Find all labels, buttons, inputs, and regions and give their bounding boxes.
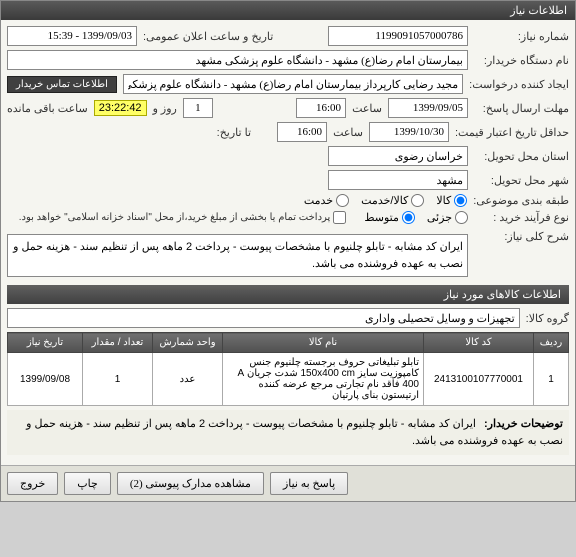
delivery-state-input[interactable] [328, 146, 468, 166]
creator-input[interactable] [123, 74, 463, 94]
reply-button[interactable]: پاسخ به نیاز [270, 472, 348, 495]
reply-deadline-label: مهلت ارسال پاسخ: [474, 102, 569, 115]
items-section-header: اطلاعات کالاهای مورد نیاز [7, 285, 569, 304]
ta-tarikh-label: تا تاریخ: [217, 126, 251, 139]
th-qty: تعداد / مقدار [83, 333, 153, 353]
budget-radio-group: کالا کالا/خدمت خدمت [304, 194, 467, 207]
radio-kk-input[interactable] [411, 194, 424, 207]
table-row[interactable]: 1 2413100107770001 تابلو تبلیغاتی حروف ب… [8, 353, 569, 406]
cell-qty: 1 [83, 353, 153, 406]
radio-joziy[interactable]: جزئی [427, 211, 468, 224]
reply-time-input[interactable] [296, 98, 346, 118]
radio-kala-khadamat[interactable]: کالا/خدمت [361, 194, 424, 207]
radio-joziy-input[interactable] [455, 211, 468, 224]
days-left-input[interactable] [183, 98, 213, 118]
need-no-label: شماره نیاز: [474, 30, 569, 43]
saat-label-1: ساعت [352, 102, 382, 115]
radio-motevasset[interactable]: متوسط [364, 211, 415, 224]
countdown-timer: 23:22:42 [94, 100, 147, 116]
announce-input[interactable] [7, 26, 137, 46]
cell-idx: 1 [534, 353, 569, 406]
group-input[interactable] [7, 308, 520, 328]
th-date: تاریخ نیاز [8, 333, 83, 353]
th-code: کد کالا [424, 333, 534, 353]
radio-kala[interactable]: کالا [436, 194, 467, 207]
announce-label: تاریخ و ساعت اعلان عمومی: [143, 30, 273, 43]
cell-date: 1399/09/08 [8, 353, 83, 406]
th-unit: واحد شمارش [153, 333, 223, 353]
rooz-label: روز و [153, 102, 177, 115]
payment-note: پرداخت تمام یا بخشی از مبلغ خرید،از محل … [19, 212, 331, 223]
table-header-row: ردیف کد کالا نام کالا واحد شمارش تعداد /… [8, 333, 569, 353]
min-valid-label: حداقل تاریخ اعتبار قیمت: [455, 126, 569, 139]
payment-checkbox-item[interactable]: پرداخت تمام یا بخشی از مبلغ خرید،از محل … [19, 211, 347, 224]
saat-label-2: ساعت [333, 126, 363, 139]
process-label: نوع فرآیند خرید : [474, 211, 569, 224]
valid-date-input[interactable] [369, 122, 449, 142]
form-content: شماره نیاز: تاریخ و ساعت اعلان عمومی: نا… [1, 20, 575, 465]
process-radio-group: جزئی متوسط [364, 211, 468, 224]
buyer-org-input[interactable] [7, 50, 468, 70]
valid-time-input[interactable] [277, 122, 327, 142]
delivery-city-input[interactable] [328, 170, 468, 190]
contact-buyer-button[interactable]: اطلاعات تماس خریدار [7, 76, 117, 93]
buyer-notes-box: توضیحات خریدار: ایران کد مشابه - تابلو چ… [7, 410, 569, 455]
window-title: اطلاعات نیاز [1, 1, 575, 20]
payment-checkbox[interactable] [333, 211, 346, 224]
buyer-notes-text: ایران کد مشابه - تابلو چلنیوم با مشخصات … [26, 418, 563, 447]
need-no-input[interactable] [328, 26, 468, 46]
main-desc-box: ایران کد مشابه - تابلو چلنیوم با مشخصات … [7, 234, 468, 277]
attachments-button[interactable]: مشاهده مدارک پیوستی (2) [117, 472, 264, 495]
remaining-label: ساعت باقی مانده [7, 102, 88, 115]
buyer-org-label: نام دستگاه خریدار: [474, 54, 569, 67]
creator-label: ایجاد کننده درخواست: [469, 78, 569, 91]
exit-button[interactable]: خروج [7, 472, 58, 495]
radio-kala-input[interactable] [454, 194, 467, 207]
delivery-state-label: استان محل تحویل: [474, 150, 569, 163]
th-name: نام کالا [223, 333, 424, 353]
cell-unit: عدد [153, 353, 223, 406]
radio-motevasset-input[interactable] [402, 211, 415, 224]
group-label: گروه کالا: [526, 312, 569, 325]
budget-label: طبقه بندی موضوعی: [473, 194, 569, 207]
delivery-city-label: شهر محل تحویل: [474, 174, 569, 187]
cell-name: تابلو تبلیغاتی حروف برجسته چلنیوم جنس کا… [223, 353, 424, 406]
th-row: ردیف [534, 333, 569, 353]
radio-khadamat-input[interactable] [336, 194, 349, 207]
bottom-toolbar: پاسخ به نیاز مشاهده مدارک پیوستی (2) چاپ… [1, 465, 575, 501]
buyer-notes-label: توضیحات خریدار: [484, 416, 563, 433]
items-table: ردیف کد کالا نام کالا واحد شمارش تعداد /… [7, 332, 569, 406]
print-button[interactable]: چاپ [64, 472, 111, 495]
cell-code: 2413100107770001 [424, 353, 534, 406]
main-window: اطلاعات نیاز شماره نیاز: تاریخ و ساعت اع… [0, 0, 576, 502]
radio-khadamat[interactable]: خدمت [304, 194, 349, 207]
reply-date-input[interactable] [388, 98, 468, 118]
main-desc-label: شرح کلی نیاز: [474, 230, 569, 243]
